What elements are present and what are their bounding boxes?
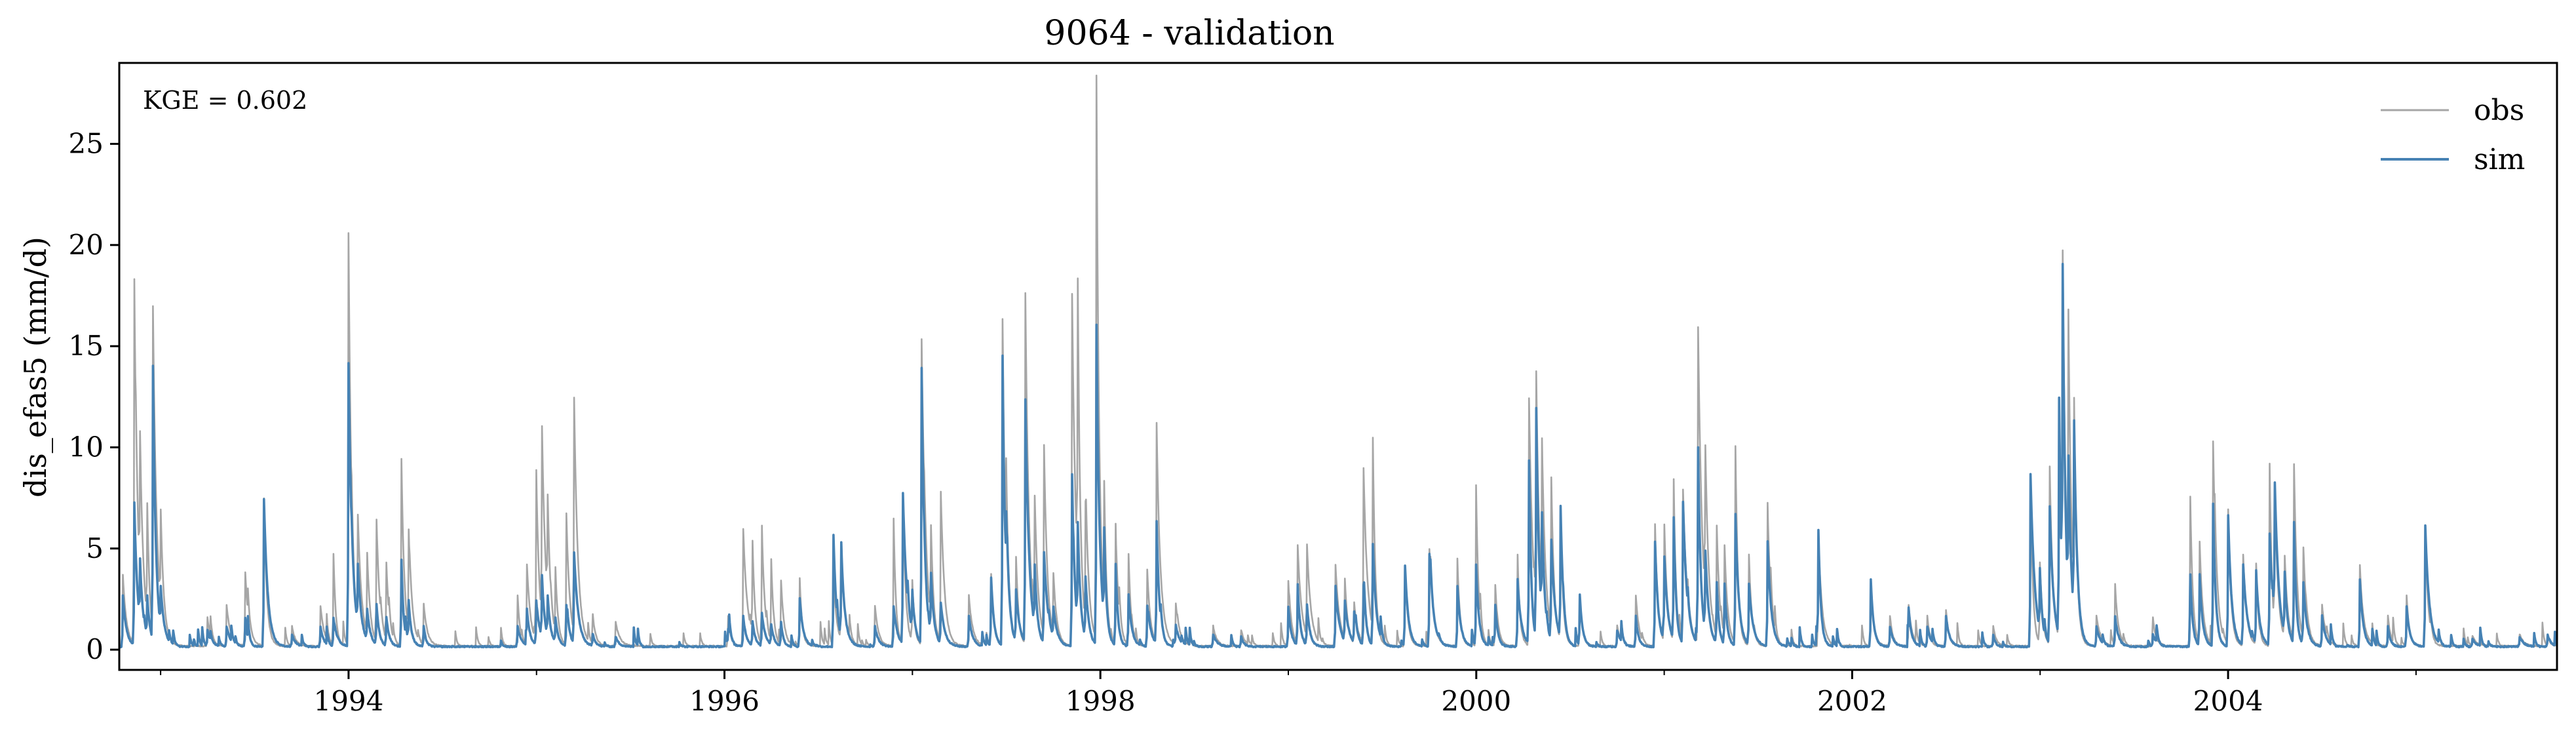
legend: obs sim <box>2381 94 2525 176</box>
legend-label-sim: sim <box>2474 143 2525 176</box>
y-tick-label: 15 <box>69 330 104 362</box>
x-tick-label: 1994 <box>313 685 383 717</box>
y-tick-label: 25 <box>69 127 104 159</box>
series-line-obs <box>119 74 2557 648</box>
kge-annotation: KGE = 0.602 <box>143 86 307 115</box>
y-axis-label: dis_efas5 (mm/d) <box>18 237 53 498</box>
x-tick-label: 2004 <box>2193 685 2263 717</box>
chart-title: 9064 - validation <box>1044 14 1334 53</box>
plot-area <box>119 74 2557 649</box>
axes-frame <box>118 62 2558 671</box>
x-tick-label: 1996 <box>689 685 759 717</box>
x-tick-label: 2000 <box>1441 685 1511 717</box>
y-axis: 0 5 10 15 20 25 <box>69 127 119 665</box>
y-tick-label: 20 <box>69 229 104 261</box>
y-tick-label: 10 <box>69 431 104 463</box>
series-line-sim <box>119 262 2557 649</box>
legend-label-obs: obs <box>2474 94 2524 127</box>
y-tick-label: 0 <box>86 633 104 665</box>
x-axis: 1994 1996 1998 2000 2002 2004 <box>160 670 2417 717</box>
y-tick-label: 5 <box>86 532 104 564</box>
x-tick-label: 2002 <box>1817 685 1887 717</box>
x-tick-label: 1998 <box>1066 685 1136 717</box>
